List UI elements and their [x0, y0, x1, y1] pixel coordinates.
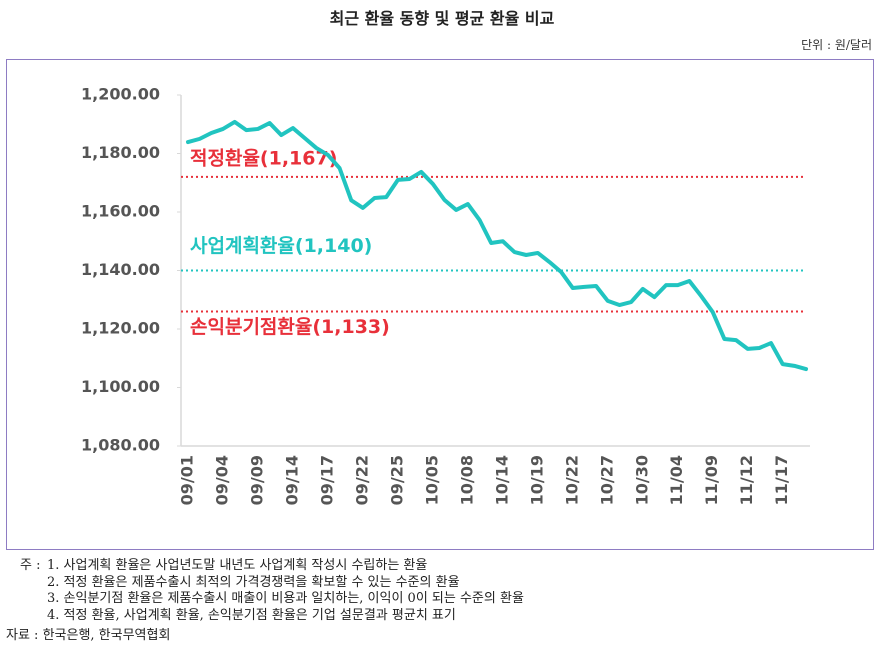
x-tick-label: 10/08 [457, 455, 476, 505]
unit-label: 단위 : 원/달러 [801, 38, 872, 52]
x-tick-label: 09/09 [247, 455, 266, 505]
note: 2. 적정 환율은 제품수출시 최적의 가격경쟁력을 확보할 수 있는 수준의 … [47, 574, 460, 590]
x-tick-label: 10/27 [597, 455, 616, 505]
reference-label: 사업계획환율(1,140) [190, 235, 372, 257]
notes-items: 1. 사업계획 환율은 사업년도말 내년도 사업계획 작성시 수립하는 환율 2.… [47, 558, 524, 624]
note: 1. 사업계획 환율은 사업년도말 내년도 사업계획 작성시 수립하는 환율 [47, 558, 428, 573]
note: 4. 적정 환율, 사업계획 환율, 손익분기점 환율은 기업 설문결과 평균치… [47, 607, 456, 623]
y-tick-label: 1,120.00 [81, 319, 160, 338]
x-tick-label: 09/25 [387, 455, 406, 505]
x-tick-label: 10/22 [562, 455, 581, 505]
x-tick-label: 09/04 [212, 455, 231, 505]
x-tick-label: 11/09 [702, 455, 721, 505]
x-tick-label: 10/14 [492, 455, 511, 505]
y-tick-label: 1,100.00 [81, 377, 160, 396]
x-tick-label: 10/30 [632, 455, 651, 505]
reference-label: 적정환율(1,167) [190, 147, 337, 169]
x-tick-label: 09/22 [352, 455, 371, 505]
note: 3. 손익분기점 환율은 제품수출시 매출이 비용과 일치하는, 이익이 0이 … [47, 591, 524, 606]
y-tick-label: 1,200.00 [81, 85, 160, 104]
y-tick-label: 1,160.00 [81, 202, 160, 221]
notes-label: 주 : [20, 558, 41, 573]
x-tick-label: 10/19 [527, 455, 546, 505]
x-tick-label: 11/04 [667, 455, 686, 505]
notes: 주 : 1. 사업계획 환율은 사업년도말 내년도 사업계획 작성시 수립하는 … [20, 558, 524, 624]
x-tick-label: 09/14 [282, 455, 301, 505]
chart-frame [6, 59, 874, 550]
x-tick-label: 09/01 [178, 455, 197, 505]
x-tick-label: 11/17 [772, 455, 791, 505]
data-line [186, 119, 808, 372]
y-tick-label: 1,080.00 [81, 436, 160, 455]
x-tick-label: 09/17 [317, 455, 336, 505]
y-tick-label: 1,140.00 [81, 260, 160, 279]
x-tick-label: 10/05 [422, 455, 441, 505]
x-tick-label: 11/12 [737, 455, 756, 505]
title: 최근 환율 동향 및 평균 환율 비교 [329, 9, 555, 28]
y-tick-label: 1,180.00 [81, 143, 160, 162]
source: 자료 : 한국은행, 한국무역협회 [6, 628, 171, 643]
reference-label: 손익분기점환율(1,133) [190, 316, 390, 338]
